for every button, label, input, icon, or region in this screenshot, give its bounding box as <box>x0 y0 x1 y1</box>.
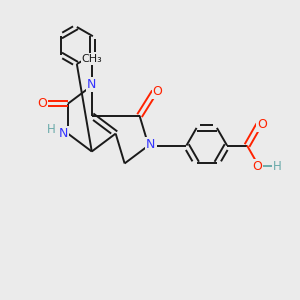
Text: H: H <box>272 160 281 173</box>
Text: N: N <box>59 127 68 140</box>
Text: N: N <box>87 78 97 91</box>
Text: O: O <box>257 118 267 131</box>
Text: N: N <box>146 137 156 151</box>
Text: CH₃: CH₃ <box>81 54 102 64</box>
Text: H: H <box>47 123 56 136</box>
Text: O: O <box>38 97 47 110</box>
Text: O: O <box>253 160 262 173</box>
Text: O: O <box>152 85 162 98</box>
